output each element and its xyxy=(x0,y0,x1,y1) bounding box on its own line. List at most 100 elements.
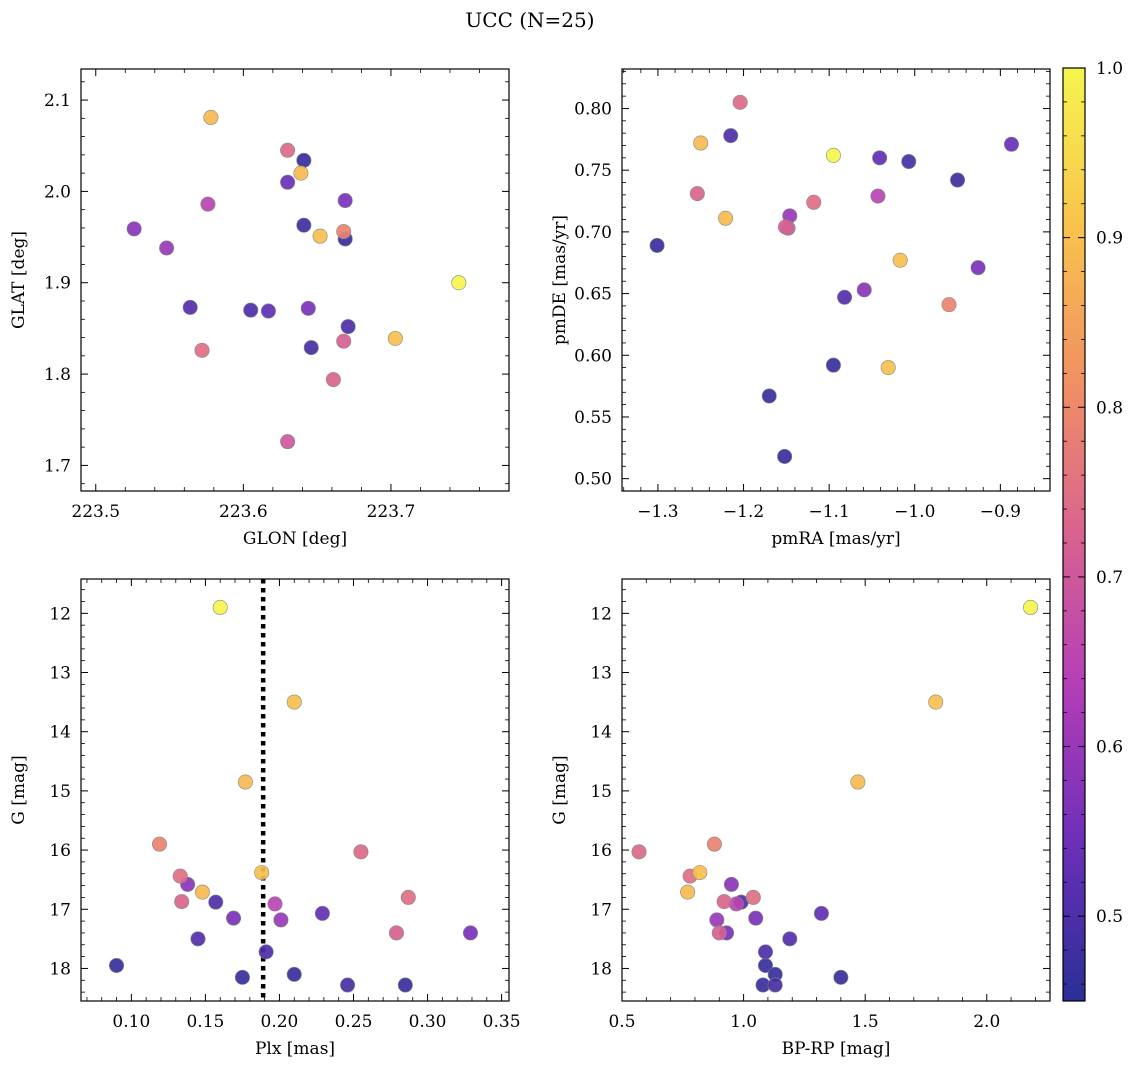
x-tick-label: 223.6 xyxy=(219,502,268,522)
data-points xyxy=(109,599,478,993)
data-point xyxy=(172,868,188,884)
y-tick-label: 13 xyxy=(590,664,612,684)
data-point xyxy=(159,240,175,256)
y-tick-label: 15 xyxy=(590,782,612,802)
x-tick-label: −1.0 xyxy=(894,502,935,522)
data-point xyxy=(718,210,734,226)
x-tick-label: 0.35 xyxy=(483,1012,521,1032)
colorbar-tick-label: 0.6 xyxy=(1096,738,1123,758)
data-point xyxy=(451,275,467,291)
y-tick-label: 2.1 xyxy=(44,91,71,111)
data-point xyxy=(850,774,866,790)
data-point xyxy=(260,303,276,319)
data-point xyxy=(901,154,917,170)
data-point xyxy=(237,774,253,790)
data-point xyxy=(693,135,709,151)
data-point xyxy=(462,925,478,941)
data-point xyxy=(856,282,872,298)
colorbar-tick-label: 0.7 xyxy=(1096,568,1123,588)
data-point xyxy=(716,894,732,910)
data-point xyxy=(280,434,296,450)
data-point xyxy=(950,172,966,188)
y-tick-label: 1.8 xyxy=(44,365,71,385)
data-point xyxy=(757,944,773,960)
data-point xyxy=(293,165,309,181)
data-point xyxy=(825,357,841,373)
data-point xyxy=(970,260,986,276)
data-point xyxy=(325,372,341,388)
x-tick-label: 0.15 xyxy=(186,1012,224,1032)
x-tick-label: 223.7 xyxy=(367,502,416,522)
y-axis-label: G [mag] xyxy=(9,755,29,824)
x-axis-label: Plx [mas] xyxy=(255,1039,335,1059)
data-point xyxy=(280,174,296,190)
x-tick-label: −1.1 xyxy=(809,502,850,522)
y-tick-label: 0.60 xyxy=(574,346,612,366)
x-tick-label: −1.3 xyxy=(637,502,678,522)
y-tick-label: 0.70 xyxy=(574,223,612,243)
x-tick-label: 1.5 xyxy=(852,1012,879,1032)
data-points xyxy=(649,94,1019,464)
colorbar-tick-label: 0.9 xyxy=(1096,229,1123,249)
y-tick-label: 12 xyxy=(590,604,612,624)
data-point xyxy=(711,925,727,941)
data-point xyxy=(280,142,296,158)
data-point xyxy=(303,340,319,356)
data-point xyxy=(203,109,219,125)
plot-frame xyxy=(80,68,510,492)
plot-frame xyxy=(80,578,510,1002)
data-point xyxy=(182,299,198,315)
data-point xyxy=(296,217,312,233)
plot-frame xyxy=(621,68,1051,492)
y-tick-label: 15 xyxy=(49,782,71,802)
data-point xyxy=(226,910,242,926)
data-point xyxy=(745,889,761,905)
data-point xyxy=(732,94,748,110)
data-point xyxy=(631,844,647,860)
scatter-panel-4: 0.5 1.0 1.5 2.0 12 13 14 15 16 17 18 BP-RP [mag] G [… xyxy=(550,578,1051,1059)
data-point xyxy=(777,448,793,464)
data-point xyxy=(400,889,416,905)
data-point xyxy=(174,894,190,910)
y-tick-label: 0.80 xyxy=(574,99,612,119)
y-tick-label: 0.50 xyxy=(574,470,612,490)
x-tick-label: −1.2 xyxy=(723,502,764,522)
y-tick-label: 12 xyxy=(49,604,71,624)
x-tick-label: 0.30 xyxy=(409,1012,447,1032)
colorbar-tick-label: 0.5 xyxy=(1096,907,1123,927)
data-point xyxy=(872,150,888,166)
y-tick-label: 14 xyxy=(49,723,71,743)
y-axis-label: pmDE [mas/yr] xyxy=(550,215,570,345)
data-point xyxy=(680,884,696,900)
x-tick-label: 0.20 xyxy=(261,1012,299,1032)
x-tick-label: −0.9 xyxy=(980,502,1021,522)
data-point xyxy=(296,152,312,168)
data-point xyxy=(336,224,352,240)
data-point xyxy=(723,128,739,144)
panels: 223.5 223.6 223.7 1.7 1.8 1.9 2.0 2.1 GLON [deg]… xyxy=(9,68,1051,1059)
data-point xyxy=(928,694,944,710)
data-point xyxy=(806,194,822,210)
data-point xyxy=(706,836,722,852)
data-point xyxy=(312,228,328,244)
colorbar-tick-label: 0.8 xyxy=(1096,398,1123,418)
data-point xyxy=(892,252,908,268)
data-point xyxy=(748,910,764,926)
data-point xyxy=(833,969,849,985)
data-point xyxy=(190,931,206,947)
data-point xyxy=(941,297,957,313)
data-point xyxy=(340,319,356,335)
data-point xyxy=(340,977,356,993)
data-point xyxy=(692,865,708,881)
data-points xyxy=(631,599,1039,993)
x-tick-label: 0.5 xyxy=(608,1012,635,1032)
data-point xyxy=(728,896,744,912)
y-tick-label: 18 xyxy=(49,959,71,979)
data-point xyxy=(1023,599,1039,615)
x-tick-label: 0.10 xyxy=(112,1012,150,1032)
data-point xyxy=(777,219,793,235)
scatter-panel-1: 223.5 223.6 223.7 1.7 1.8 1.9 2.0 2.1 GLON [deg]… xyxy=(9,68,510,549)
x-axis-label: GLON [deg] xyxy=(243,529,347,549)
data-point xyxy=(194,884,210,900)
